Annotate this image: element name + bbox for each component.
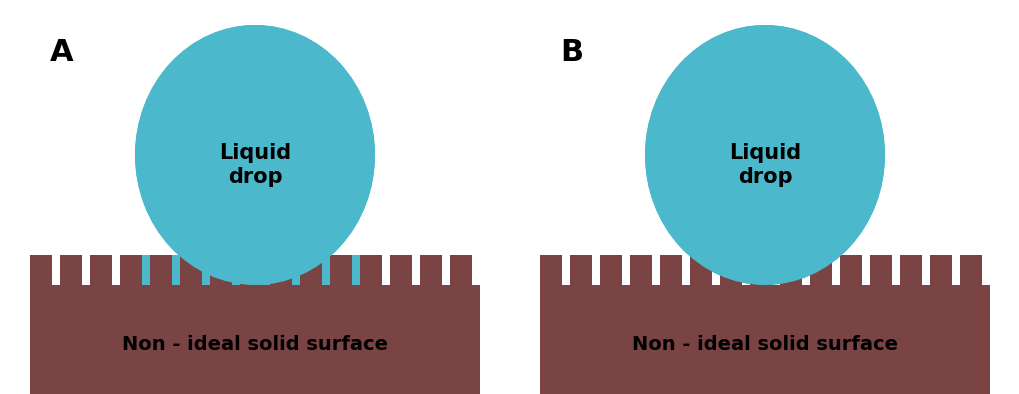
Bar <box>539 255 561 285</box>
Text: Non - ideal solid surface: Non - ideal solid surface <box>632 335 897 354</box>
Bar <box>142 255 150 285</box>
Bar <box>239 255 262 285</box>
Bar <box>780 255 801 285</box>
Bar <box>30 255 52 285</box>
Bar <box>150 255 172 285</box>
Bar <box>780 255 801 285</box>
Text: A: A <box>50 38 73 67</box>
Bar <box>210 255 231 285</box>
Bar <box>420 255 441 285</box>
Bar <box>929 255 951 285</box>
Bar <box>30 285 480 394</box>
Bar <box>899 255 921 285</box>
Bar <box>840 255 861 285</box>
Bar <box>659 255 682 285</box>
Bar <box>389 255 412 285</box>
Bar <box>689 255 711 285</box>
Bar <box>270 255 291 285</box>
Bar <box>60 255 82 285</box>
Bar <box>599 255 622 285</box>
Bar <box>60 255 82 285</box>
Bar <box>262 255 270 285</box>
Bar <box>330 255 352 285</box>
Bar <box>179 255 202 285</box>
Bar <box>210 255 231 285</box>
Bar <box>239 255 262 285</box>
Bar <box>929 255 951 285</box>
Bar <box>330 255 352 285</box>
Bar <box>630 255 651 285</box>
Bar <box>869 255 892 285</box>
Bar <box>449 255 472 285</box>
Bar <box>179 255 202 285</box>
Bar <box>630 255 651 285</box>
Bar <box>172 255 179 285</box>
Bar <box>90 255 112 285</box>
Bar <box>300 255 322 285</box>
Ellipse shape <box>644 25 884 285</box>
Bar <box>719 255 741 285</box>
Bar <box>869 255 892 285</box>
Ellipse shape <box>644 25 884 285</box>
Bar <box>599 255 622 285</box>
Bar <box>840 255 861 285</box>
Bar <box>809 255 832 285</box>
Bar <box>120 255 142 285</box>
Bar <box>539 285 989 394</box>
Bar <box>959 255 981 285</box>
Bar <box>202 255 210 285</box>
Bar <box>570 255 591 285</box>
Bar <box>30 255 52 285</box>
Text: Liquid
drop: Liquid drop <box>219 143 290 187</box>
Bar <box>322 255 330 285</box>
Bar <box>420 255 441 285</box>
Text: B: B <box>559 38 583 67</box>
Bar <box>389 255 412 285</box>
Bar <box>300 255 322 285</box>
Bar <box>352 255 360 285</box>
Bar <box>539 255 561 285</box>
Ellipse shape <box>135 25 375 285</box>
Bar <box>231 255 239 285</box>
Bar <box>449 255 472 285</box>
Ellipse shape <box>135 25 375 285</box>
Text: Non - ideal solid surface: Non - ideal solid surface <box>122 335 387 354</box>
Bar <box>291 255 300 285</box>
Bar <box>899 255 921 285</box>
Bar <box>749 255 771 285</box>
Bar <box>120 255 142 285</box>
Bar <box>150 255 172 285</box>
Bar <box>360 255 382 285</box>
Bar <box>90 255 112 285</box>
Bar <box>270 255 291 285</box>
Bar <box>959 255 981 285</box>
Bar <box>749 255 771 285</box>
Bar <box>360 255 382 285</box>
Bar <box>689 255 711 285</box>
Text: Liquid
drop: Liquid drop <box>729 143 800 187</box>
Bar <box>659 255 682 285</box>
Bar <box>809 255 832 285</box>
Bar <box>719 255 741 285</box>
Bar <box>570 255 591 285</box>
